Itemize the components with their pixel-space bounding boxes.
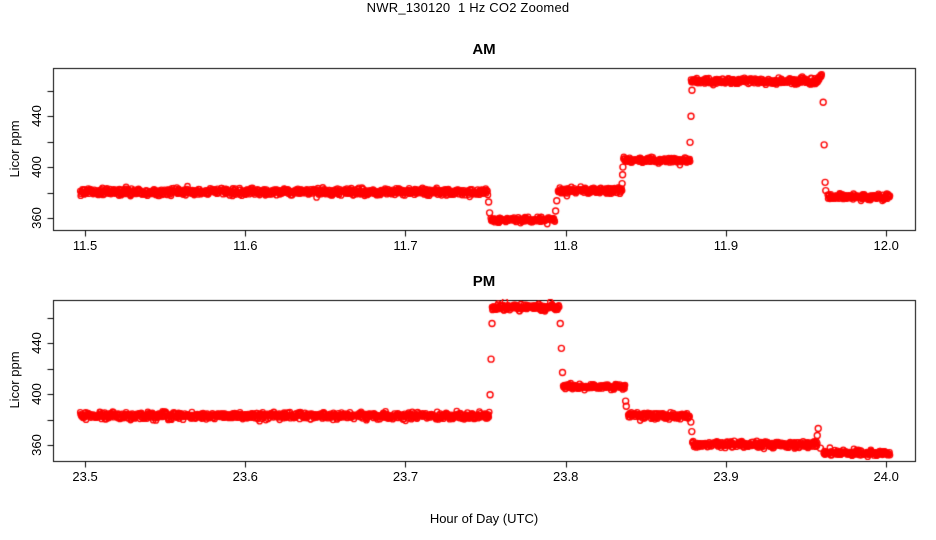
y-tick-label: 440 [29,105,44,128]
y-tick-label: 400 [29,383,44,405]
pm-y-axis-label: Licor ppm [7,351,22,409]
x-tick-label: 23.9 [713,469,739,484]
x-tick-label: 23.5 [72,469,98,484]
am-panel-title: AM [472,41,496,58]
x-tick-label: 11.9 [713,238,739,253]
x-tick-label: 11.8 [553,238,578,253]
y-tick-label: 440 [29,332,44,355]
y-tick-label: 400 [29,156,44,178]
x-tick-label: 11.7 [393,238,418,253]
y-tick-label: 360 [29,434,44,456]
main-title: NWR_130120 1 Hz CO2 Zoomed [366,0,570,15]
x-tick-label: 11.5 [72,238,98,253]
x-tick-label: 24.0 [873,469,899,484]
x-axis-label: Hour of Day (UTC) [429,511,539,526]
am-y-axis-label: Licor ppm [7,120,22,178]
y-tick-label: 360 [29,207,44,229]
x-tick-label: 23.7 [392,469,419,484]
pm-panel-title: PM [472,273,496,290]
x-tick-label: 12.0 [873,238,899,253]
x-tick-label: 11.6 [233,238,258,253]
x-tick-label: 23.8 [553,469,579,484]
x-tick-label: 23.6 [232,469,258,484]
